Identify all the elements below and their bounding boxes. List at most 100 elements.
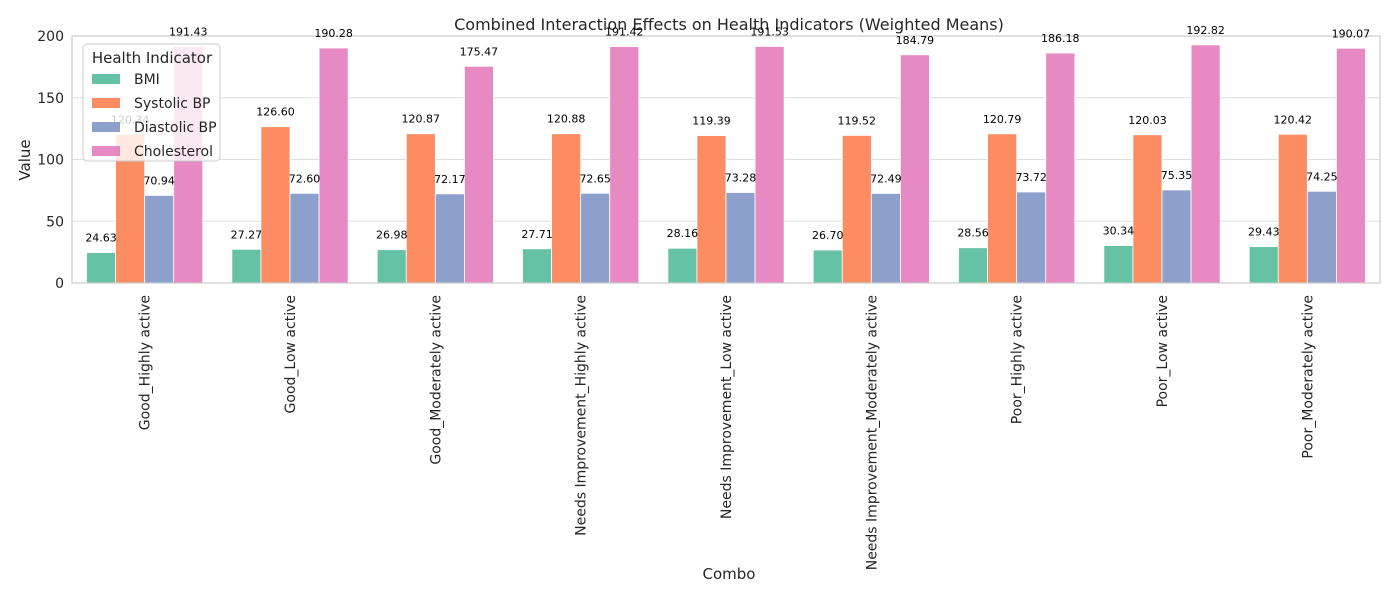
y-tick-label: 50: [46, 214, 64, 230]
bar: [1103, 245, 1134, 284]
bar: [1248, 246, 1279, 284]
data-label: 120.87: [402, 113, 441, 126]
bar: [289, 192, 320, 284]
bar: [144, 194, 175, 284]
bar: [1132, 134, 1163, 284]
y-tick-label: 150: [37, 91, 64, 107]
bar: [841, 134, 872, 284]
legend-label: Systolic BP: [134, 96, 211, 112]
x-tick-label: Poor_Highly active: [1010, 295, 1026, 424]
bar: [667, 247, 698, 284]
legend-swatch: [92, 146, 120, 156]
bar: [551, 133, 582, 284]
bar: [870, 193, 901, 284]
bar: [1161, 189, 1192, 284]
x-tick-label: Needs Improvement_Low active: [719, 295, 735, 519]
data-label: 190.28: [314, 27, 353, 40]
bar: [1306, 190, 1337, 284]
bar: [696, 135, 727, 284]
legend-items: BMI Systolic BP Diastolic BP Cholesterol: [92, 72, 217, 160]
x-tick-label: Needs Improvement_Moderately active: [864, 295, 880, 570]
y-ticks: 0 50 100 150 200: [37, 29, 64, 292]
bar: [900, 54, 930, 284]
bar: [463, 65, 494, 284]
data-label: 120.03: [1128, 114, 1167, 127]
data-label: 28.56: [957, 227, 989, 240]
data-label: 119.52: [838, 114, 877, 127]
bar: [1016, 191, 1047, 284]
data-label: 29.43: [1248, 226, 1280, 239]
data-label: 126.60: [256, 106, 295, 119]
data-label: 74.25: [1306, 170, 1338, 183]
bar: [812, 249, 843, 284]
data-label: 26.70: [812, 229, 844, 242]
bar: [86, 252, 116, 284]
data-label: 72.65: [579, 172, 611, 185]
data-label: 75.35: [1161, 169, 1193, 182]
data-label: 120.42: [1274, 113, 1313, 126]
x-tick-label: Good_Moderately active: [428, 295, 444, 465]
bar: [376, 249, 407, 284]
legend: Health Indicator BMI Systolic BP Diastolic…: [82, 43, 221, 162]
bar: [958, 247, 989, 284]
y-tick-label: 100: [37, 153, 64, 169]
x-axis-label: Combo: [703, 565, 756, 583]
chart-title: Combined Interaction Effects on Health I…: [454, 15, 1004, 34]
bar: [318, 47, 349, 284]
bar: [609, 46, 640, 284]
data-label: 26.98: [376, 229, 408, 242]
data-label: 120.88: [547, 113, 586, 126]
data-label: 24.63: [85, 232, 117, 245]
bars: [86, 44, 1366, 284]
data-label: 70.94: [143, 174, 175, 187]
data-label: 192.82: [1186, 24, 1225, 37]
legend-swatch: [92, 98, 120, 108]
x-ticks: Good_Highly active Good_Low active Good_Mo…: [138, 295, 1317, 570]
bar: [987, 133, 1018, 284]
data-label: 191.53: [750, 25, 789, 38]
data-label: 191.42: [605, 26, 644, 39]
data-label: 175.47: [460, 45, 499, 58]
plot-frame: [71, 35, 1381, 284]
data-label: 28.16: [667, 227, 699, 240]
bar: [405, 133, 436, 284]
x-tick-label: Good_Highly active: [138, 295, 154, 430]
data-label: 72.49: [870, 172, 902, 185]
data-label: 30.34: [1103, 225, 1135, 238]
bar: [434, 193, 465, 284]
bar: [260, 126, 291, 284]
y-tick-label: 0: [55, 276, 64, 292]
data-label: 190.07: [1332, 27, 1371, 40]
data-labels: 24.63 27.27 26.98 27.71 28.16 26.70 28.56 30.34…: [85, 24, 1370, 245]
data-label: 120.79: [983, 113, 1022, 126]
x-tick-label: Poor_Low active: [1155, 295, 1171, 407]
data-label: 72.60: [289, 172, 321, 185]
bar: [1336, 47, 1366, 284]
bar: [231, 248, 262, 284]
x-tick-label: Needs Improvement_Highly active: [574, 295, 590, 536]
legend-label: Cholesterol: [134, 144, 213, 160]
data-label: 184.79: [896, 34, 935, 47]
data-label: 27.27: [231, 228, 263, 241]
bar: [1045, 52, 1076, 284]
x-tick-label: Good_Low active: [283, 295, 299, 413]
legend-title: Health Indicator: [92, 49, 213, 67]
bar: [1190, 44, 1221, 284]
data-label: 119.39: [692, 115, 731, 128]
data-label: 191.43: [169, 26, 208, 39]
data-label: 73.28: [725, 172, 757, 185]
y-axis-label: Value: [16, 139, 34, 180]
legend-label: Diastolic BP: [134, 120, 217, 136]
bar: [522, 248, 553, 284]
x-tick-label: Poor_Moderately active: [1300, 295, 1316, 459]
data-label: 186.18: [1041, 32, 1080, 45]
legend-label: BMI: [134, 72, 160, 88]
bar: [725, 192, 756, 284]
legend-swatch: [92, 122, 120, 132]
bar: [754, 46, 785, 284]
y-tick-label: 200: [37, 29, 64, 45]
legend-swatch: [92, 74, 120, 84]
data-label: 72.17: [434, 173, 466, 186]
bar: [580, 192, 611, 284]
